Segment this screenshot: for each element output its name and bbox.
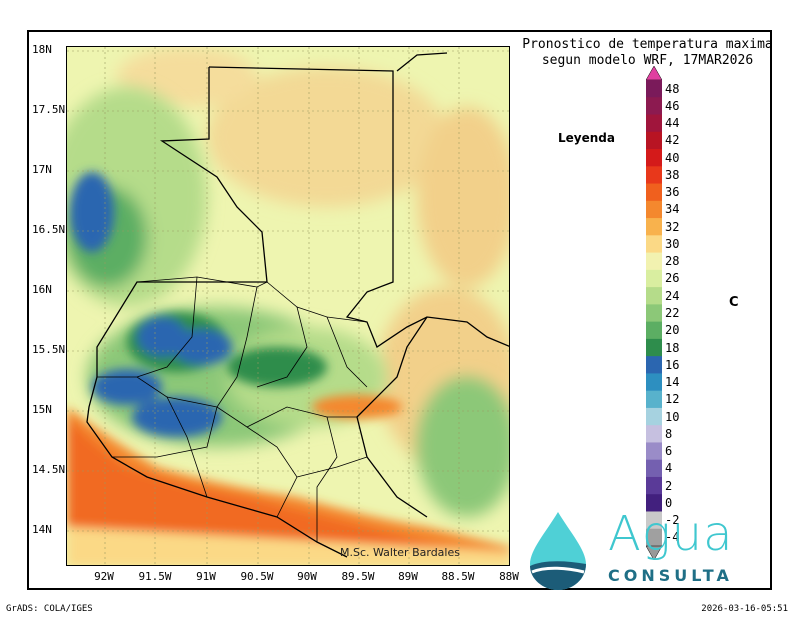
colorbar-tick-label: 14 xyxy=(665,375,680,390)
colorbar-segment xyxy=(646,425,662,443)
lat-label: 15N xyxy=(32,403,52,416)
colorbar-tick-label: 34 xyxy=(665,202,680,217)
colorbar-tick-label: 16 xyxy=(665,357,680,372)
lon-label: 91.5W xyxy=(138,570,172,583)
lon-label: 90.5W xyxy=(240,570,274,583)
colorbar-tick-label: 12 xyxy=(665,392,680,407)
author-credit: M.Sc. Walter Bardales xyxy=(340,546,460,559)
colorbar-tick-label: 8 xyxy=(665,426,673,441)
colorbar-segment xyxy=(646,373,662,392)
colorbar-tick-label: 42 xyxy=(665,133,680,148)
colorbar-segment xyxy=(646,218,662,236)
colorbar-segment xyxy=(646,149,662,167)
lat-label: 14.5N xyxy=(32,463,66,476)
lat-label: 18N xyxy=(32,43,52,56)
agua-consulta-logo xyxy=(530,512,586,590)
logo-word-agua: Agua xyxy=(608,506,734,562)
colorbar-segment xyxy=(646,356,662,374)
unit-label: C xyxy=(729,295,739,310)
colorbar-tick-label: 30 xyxy=(665,236,680,251)
department-borders xyxy=(97,276,368,542)
colorbar-tick-label: 28 xyxy=(665,254,680,269)
colorbar-tick-label: 48 xyxy=(665,81,680,96)
legend-label: Leyenda xyxy=(558,131,615,145)
colorbar-segment xyxy=(646,252,662,271)
figure-frame xyxy=(27,30,772,590)
colorbar-tick-label: 4 xyxy=(665,461,673,476)
colorbar-segment xyxy=(646,528,662,547)
temperature-map xyxy=(66,46,510,566)
lat-lon-grid xyxy=(67,47,509,565)
colorbar-segment xyxy=(646,442,662,461)
colorbar-segment xyxy=(646,304,662,323)
colorbar-tick-label: 22 xyxy=(665,306,680,320)
colorbar-tick-label: 44 xyxy=(665,116,680,131)
lon-label: 88W xyxy=(499,570,519,583)
colorbar-tick-label: 38 xyxy=(665,167,680,182)
lon-label: 89W xyxy=(398,570,418,583)
colorbar-segment xyxy=(646,338,662,357)
highland-zones xyxy=(70,172,327,437)
colorbar-segment xyxy=(646,131,662,150)
colorbar-segment xyxy=(646,166,662,185)
colorbar-segment xyxy=(646,80,662,98)
colorbar-tick-label: 40 xyxy=(665,150,680,165)
footer-timestamp: 2026-03-16-05:51 xyxy=(701,604,788,614)
lat-label: 14N xyxy=(32,523,52,536)
colorbar-segment xyxy=(646,476,662,495)
colorbar-segment xyxy=(646,269,662,288)
colorbar-segment xyxy=(646,183,662,202)
lat-label: 16.5N xyxy=(32,223,66,236)
colorbar-tick-label: 18 xyxy=(665,340,680,355)
lon-label: 91W xyxy=(196,570,216,583)
colorbar-segment xyxy=(646,114,662,133)
footer-software: GrADS: COLA/IGES xyxy=(6,604,93,614)
colorbar-segment xyxy=(646,287,662,305)
colorbar-tick-label: 10 xyxy=(665,409,680,424)
colorbar-tick-label: -4 xyxy=(665,530,680,545)
colorbar-tick-label: 6 xyxy=(665,444,673,459)
colorbar-tick-label: 36 xyxy=(665,185,680,200)
map-title-line2: segun modelo WRF, 17MAR2026 xyxy=(541,53,754,68)
lon-label: 88.5W xyxy=(441,570,475,583)
colorbar-segment xyxy=(646,511,662,530)
map-title-line1: Pronostico de temperatura maxima xyxy=(522,37,773,52)
colorbar-tick-label: 2 xyxy=(665,478,673,493)
colorbar-tick-label: 24 xyxy=(665,288,680,303)
colorbar-segment xyxy=(646,407,662,426)
map-svg xyxy=(67,47,509,565)
warm-zones xyxy=(117,47,509,467)
lon-label: 90W xyxy=(297,570,317,583)
logo-word-consulta: CONSULTA xyxy=(608,566,733,585)
colorbar-segment xyxy=(646,390,662,409)
colorbar-tick-label: 0 xyxy=(665,495,673,510)
colorbar-tick-label: 20 xyxy=(665,323,680,338)
colorbar-segment xyxy=(646,494,662,512)
lat-label: 16N xyxy=(32,283,52,296)
lon-label: 92W xyxy=(94,570,114,583)
lat-label: 17.5N xyxy=(32,103,66,116)
colorbar xyxy=(646,66,662,560)
colorbar-bottom-arrow xyxy=(646,545,662,560)
coastal-hot-band xyxy=(67,395,509,565)
colorbar-segment xyxy=(646,321,662,340)
colorbar-segment xyxy=(646,200,662,219)
colorbar-tick-label: 46 xyxy=(665,98,680,113)
colorbar-segment xyxy=(646,235,662,254)
lon-label: 89.5W xyxy=(341,570,375,583)
colorbar-top-arrow xyxy=(646,66,662,81)
colorbar-tick-label: 26 xyxy=(665,271,680,286)
colorbar-segment xyxy=(646,97,662,116)
colorbar-segment xyxy=(646,459,662,478)
lat-label: 17N xyxy=(32,163,52,176)
colorbar-tick-label: -2 xyxy=(665,513,680,528)
lat-label: 15.5N xyxy=(32,343,66,356)
colorbar-tick-label: 32 xyxy=(665,219,680,234)
